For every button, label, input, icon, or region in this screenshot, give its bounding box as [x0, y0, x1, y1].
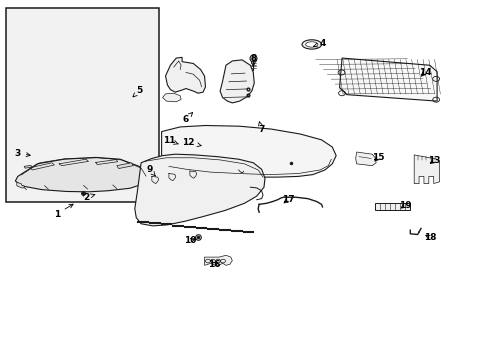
Text: 13: 13	[427, 156, 440, 165]
Polygon shape	[15, 157, 149, 192]
Text: 14: 14	[418, 68, 430, 77]
Polygon shape	[204, 255, 232, 265]
Text: 5: 5	[133, 86, 142, 97]
Polygon shape	[355, 152, 375, 166]
Text: 17: 17	[282, 195, 294, 204]
Polygon shape	[24, 165, 32, 168]
Text: 16: 16	[207, 260, 220, 269]
Polygon shape	[135, 154, 264, 226]
Text: 15: 15	[371, 153, 384, 162]
Polygon shape	[17, 183, 24, 188]
Polygon shape	[339, 58, 436, 101]
Text: 18: 18	[423, 233, 435, 242]
Text: 11: 11	[163, 136, 178, 145]
Polygon shape	[117, 163, 133, 168]
Text: 10: 10	[183, 237, 196, 246]
Text: 12: 12	[182, 138, 201, 147]
Text: 3: 3	[15, 149, 30, 158]
Text: 2: 2	[83, 193, 95, 202]
Text: 1: 1	[54, 204, 73, 219]
Polygon shape	[413, 155, 439, 184]
Bar	[5, 8, 159, 202]
Polygon shape	[165, 57, 205, 93]
Ellipse shape	[302, 40, 321, 49]
Text: 19: 19	[398, 201, 411, 210]
Text: 9: 9	[146, 165, 155, 176]
Text: 4: 4	[313, 39, 325, 48]
Text: 6: 6	[183, 113, 192, 123]
Polygon shape	[162, 93, 181, 102]
Bar	[374, 203, 409, 211]
Ellipse shape	[305, 42, 317, 47]
Polygon shape	[220, 60, 254, 103]
Polygon shape	[161, 126, 335, 177]
Text: 7: 7	[258, 122, 264, 134]
Text: 8: 8	[250, 54, 256, 66]
